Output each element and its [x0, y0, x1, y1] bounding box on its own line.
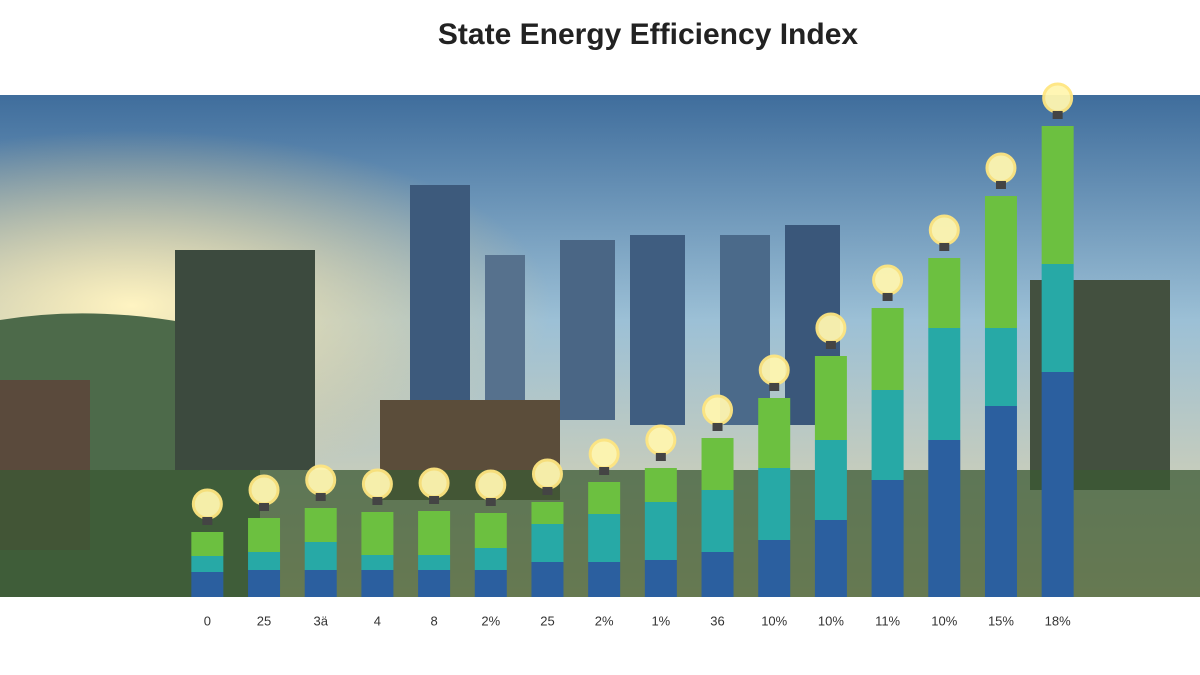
bar-segment: [418, 555, 451, 570]
bar-segment: [304, 508, 337, 542]
x-tick-label: 10%: [931, 613, 957, 628]
bulb-base: [202, 517, 213, 525]
bulb-icon: [475, 469, 507, 501]
bar-segment: [1041, 372, 1074, 597]
bar-segment: [871, 480, 904, 597]
bulb-base: [485, 498, 496, 506]
bar-segment: [474, 570, 507, 597]
bulb-base: [995, 181, 1006, 189]
bar-segment: [928, 440, 961, 597]
bulb-base: [939, 243, 950, 251]
bulb-icon: [248, 474, 280, 506]
bar-segment: [191, 572, 224, 597]
bulb-icon: [361, 468, 393, 500]
x-tick-label: 3ä: [313, 613, 328, 628]
bar-segment: [1041, 126, 1074, 264]
bar-segment: [474, 548, 507, 570]
bar-segment: [814, 440, 847, 520]
bar-segment: [758, 540, 791, 597]
bar-segment: [644, 502, 677, 560]
bar-segment: [758, 398, 791, 468]
bar-segment: [531, 562, 564, 597]
bulb-base: [372, 497, 383, 505]
x-tick-label: 25: [257, 613, 271, 628]
bulb-icon: [588, 438, 620, 470]
bar-segment: [1041, 264, 1074, 372]
bar-segment: [984, 328, 1017, 406]
x-tick-label: 36: [710, 613, 724, 628]
bulb-base: [769, 383, 780, 391]
bulb-base: [825, 341, 836, 349]
bulb-icon: [985, 152, 1017, 184]
bar-segment: [984, 406, 1017, 597]
bar-segment: [644, 560, 677, 597]
bar-segment: [984, 196, 1017, 328]
bulb-icon: [815, 312, 847, 344]
x-tick-label: 25: [540, 613, 554, 628]
bulb-base: [1052, 111, 1063, 119]
bulb-icon: [758, 354, 790, 386]
bar-segment: [701, 438, 734, 490]
bar-segment: [191, 556, 224, 572]
x-tick-label: 10%: [761, 613, 787, 628]
bar-segment: [248, 570, 281, 597]
bar-segment: [758, 468, 791, 540]
bar-segment: [871, 308, 904, 390]
bulb-base: [542, 487, 553, 495]
bar-segment: [928, 258, 961, 328]
bar-segment: [361, 512, 394, 555]
bulb-base: [429, 496, 440, 504]
bar-segment: [474, 513, 507, 548]
bar-segment: [701, 552, 734, 597]
bulb-base: [259, 503, 270, 511]
bar-segment: [248, 518, 281, 552]
bar-segment: [814, 520, 847, 597]
bulb-icon: [928, 214, 960, 246]
bulb-base: [882, 293, 893, 301]
bar-segment: [588, 514, 621, 562]
bulb-base: [315, 493, 326, 501]
x-tick-label: 2%: [595, 613, 614, 628]
x-tick-label: 15%: [988, 613, 1014, 628]
bar-segment: [644, 468, 677, 502]
bulb-base: [655, 453, 666, 461]
x-tick-label: 10%: [818, 613, 844, 628]
bar-segment: [531, 524, 564, 562]
bar-segment: [531, 502, 564, 524]
x-tick-label: 1%: [651, 613, 670, 628]
bulb-base: [712, 423, 723, 431]
bulb-icon: [702, 394, 734, 426]
bulb-icon: [1042, 82, 1074, 114]
bulb-icon: [191, 488, 223, 520]
bulb-icon: [305, 464, 337, 496]
bar-segment: [361, 570, 394, 597]
bar-segment: [248, 552, 281, 570]
x-tick-label: 4: [374, 613, 381, 628]
x-tick-label: 8: [430, 613, 437, 628]
bar-segment: [871, 390, 904, 480]
bar-segment: [304, 570, 337, 597]
x-tick-label: 2%: [481, 613, 500, 628]
bar-segment: [588, 562, 621, 597]
bulb-icon: [645, 424, 677, 456]
bar-segment: [304, 542, 337, 570]
x-tick-label: 0: [204, 613, 211, 628]
bar-segment: [418, 511, 451, 555]
bar-segment: [418, 570, 451, 597]
bar-segment: [701, 490, 734, 552]
bar-segment: [191, 532, 224, 556]
bulb-icon: [418, 467, 450, 499]
bar-segment: [588, 482, 621, 514]
bar-segment: [928, 328, 961, 440]
bar-segment: [814, 356, 847, 440]
x-tick-label: 18%: [1045, 613, 1071, 628]
chart-title: State Energy Efficiency Index: [438, 18, 858, 51]
bulb-icon: [531, 458, 563, 490]
bulb-icon: [872, 264, 904, 296]
x-tick-label: 11%: [875, 613, 900, 628]
bulb-base: [599, 467, 610, 475]
bar-segment: [361, 555, 394, 570]
